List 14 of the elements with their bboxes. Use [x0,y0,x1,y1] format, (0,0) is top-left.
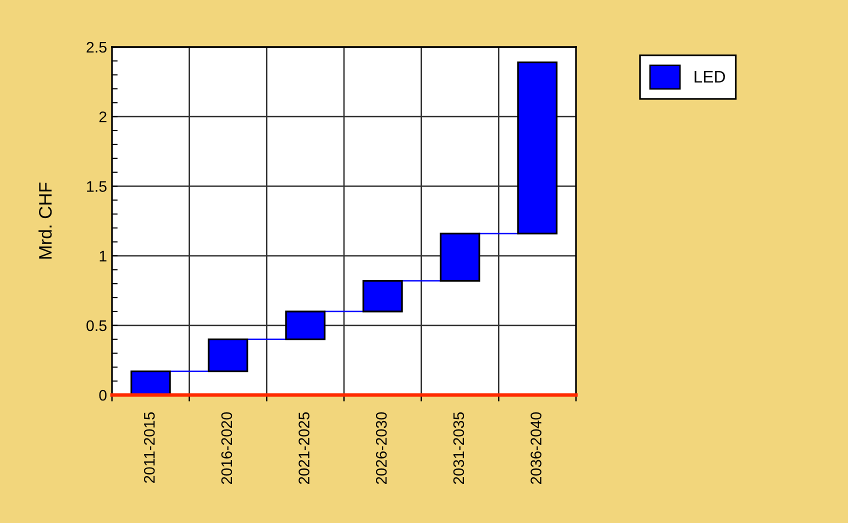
x-tick-label: 2031-2035 [453,412,464,484]
y-axis-title: Mrd. CHF [38,182,52,259]
y-tick-label: 0.5 [86,320,106,332]
y-tick-label: 1 [100,250,106,262]
y-tick-label: 2.5 [86,42,106,53]
y-tick-label: 1.5 [87,181,106,192]
legend-label: LED [694,71,725,82]
y-tick-label: 2 [99,111,106,122]
x-tick-label: 2036-2040 [530,412,542,484]
x-tick-label: 2021-2025 [298,412,310,484]
x-tick-label: 2026-2030 [376,412,387,484]
x-tick-label: 2016-2020 [221,412,232,484]
x-tick-label: 2011-2015 [144,412,155,483]
y-tick-label: 0 [99,390,107,401]
